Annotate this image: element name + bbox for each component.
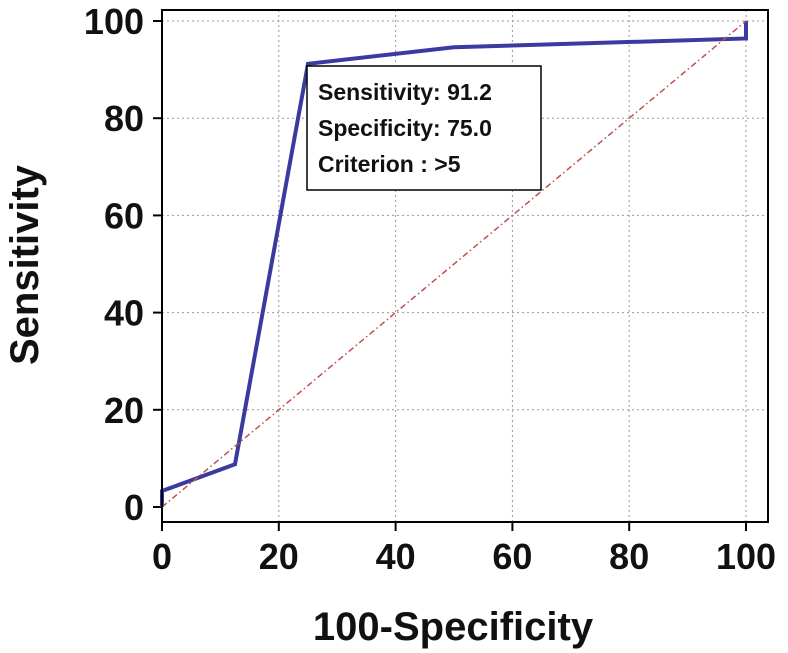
plot-frame [161,9,769,523]
x-tick-label: 80 [609,536,649,577]
x-tick-label: 20 [259,536,299,577]
x-tick-label: 100 [716,536,776,577]
annotation-rect [306,65,542,191]
y-tick-label: 40 [104,293,144,334]
annotation-criterion: Criterion : >5 [318,151,461,177]
annotation-specificity: Specificity: 75.0 [318,115,492,141]
annotation-sensitivity: Sensitivity: 91.2 [318,79,492,105]
y-tick-label: 60 [104,195,144,236]
x-tick-label: 0 [152,536,172,577]
axis-ticks: 0 20 40 60 80 100 0 20 40 60 80 100 [84,1,776,577]
x-axis-title: 100-Specificity [313,605,594,649]
y-tick-label: 80 [104,98,144,139]
annotation-box: Sensitivity: 91.2 Specificity: 75.0 Crit… [306,65,542,191]
y-tick-label: 20 [104,390,144,431]
reference-diagonal-line [161,20,747,508]
x-tick-label: 60 [492,536,532,577]
y-tick-label: 0 [124,487,144,528]
y-tick-label: 100 [84,1,144,42]
y-axis-title: Sensitivity [3,164,47,365]
x-tick-label: 40 [376,536,416,577]
